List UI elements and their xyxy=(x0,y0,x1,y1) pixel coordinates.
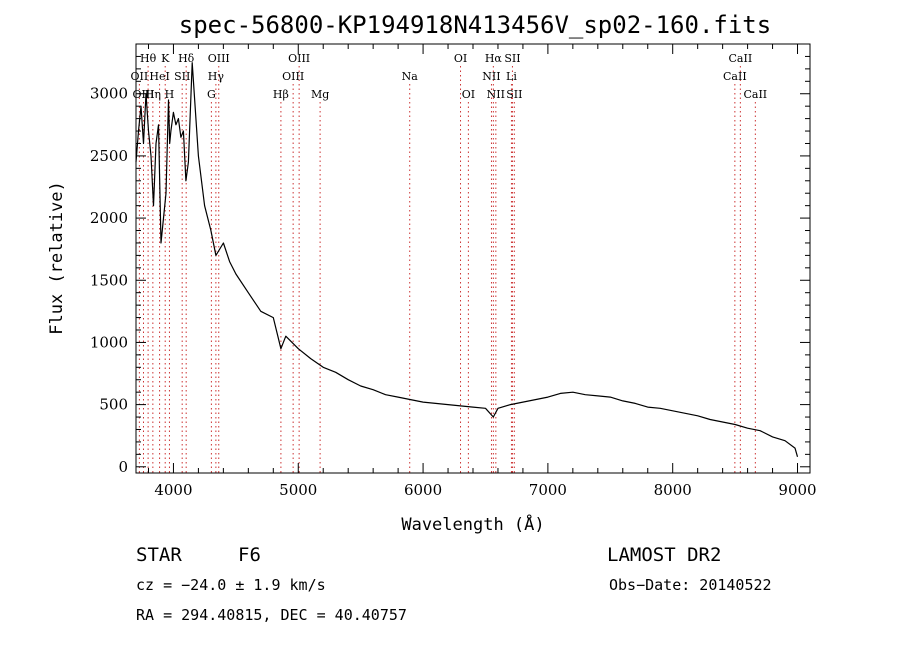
line-marker-label: CaII xyxy=(723,70,747,83)
y-tick-label: 500 xyxy=(99,396,128,414)
line-marker-label: G xyxy=(207,88,216,101)
line-marker-label: K xyxy=(161,52,170,65)
x-tick-label: 4000 xyxy=(154,481,192,499)
axes: 4000 5000 6000 7000 8000 9000 0 500 1000 1500 2000… xyxy=(90,44,817,499)
line-marker-label: Hα xyxy=(485,52,503,65)
line-marker-label: Na xyxy=(402,70,419,83)
obs-date-text: Obs−Date: 20140522 xyxy=(609,576,772,594)
x-tick-label: 8000 xyxy=(654,481,692,499)
line-marker-label: NII xyxy=(482,70,500,83)
x-axis-label: Wavelength (Å) xyxy=(401,513,544,535)
line-marker-label: NII xyxy=(487,88,505,101)
line-marker-label: Hγ xyxy=(208,70,225,83)
line-markers: Hθ OII OIII K HeI Hη Hδ SII H OIII Hγ G OIII OIII Hβ Mg… xyxy=(131,52,767,473)
line-marker-label: CaII xyxy=(729,52,753,65)
line-marker-label: SII xyxy=(174,70,190,83)
y-tick-label: 2500 xyxy=(90,147,128,165)
x-tick-label: 9000 xyxy=(778,481,816,499)
line-marker-label: Mg xyxy=(311,88,329,101)
object-subclass: F6 xyxy=(238,544,261,566)
y-tick-label: 1000 xyxy=(90,333,128,351)
y-tick-label: 0 xyxy=(118,458,128,476)
line-marker-label: Hβ xyxy=(273,88,289,101)
spectrum-series-line xyxy=(135,62,799,457)
line-marker-label: Hη xyxy=(145,88,161,101)
series-layer xyxy=(135,62,799,457)
line-marker-label: Li xyxy=(506,70,517,83)
line-marker-label: OIII xyxy=(282,70,304,83)
line-marker-label: OIII xyxy=(132,88,154,101)
line-marker-label: OI xyxy=(462,88,475,101)
object-class: STAR xyxy=(136,544,182,566)
redshift-text: cz = −24.0 ± 1.9 km/s xyxy=(136,576,326,594)
line-marker-label: H xyxy=(165,88,175,101)
y-tick-label: 3000 xyxy=(90,85,128,103)
line-marker-label: Hθ xyxy=(140,52,157,65)
y-tick-label: 2000 xyxy=(90,209,128,227)
x-tick-label: 5000 xyxy=(279,481,317,499)
line-marker-label: OIII xyxy=(288,52,310,65)
x-tick-label: 7000 xyxy=(529,481,567,499)
line-marker-label: SII xyxy=(506,88,522,101)
x-tick-label: 6000 xyxy=(404,481,442,499)
line-marker-label: OII xyxy=(131,70,149,83)
line-marker-label: Hδ xyxy=(178,52,195,65)
y-tick-label: 1500 xyxy=(90,271,128,289)
chart-title: spec-56800-KP194918N413456V_sp02-160.fit… xyxy=(179,11,771,39)
survey-name: LAMOST DR2 xyxy=(607,544,721,566)
line-marker-label: OIII xyxy=(208,52,230,65)
line-marker-label: OI xyxy=(454,52,467,65)
plot-frame xyxy=(135,43,811,474)
line-marker-label: HeI xyxy=(149,70,169,83)
y-axis-label: Flux (relative) xyxy=(47,181,67,335)
line-marker-label: CaII xyxy=(743,88,767,101)
coordinates-text: RA = 294.40815, DEC = 40.40757 xyxy=(136,606,407,624)
line-marker-label: SII xyxy=(504,52,520,65)
